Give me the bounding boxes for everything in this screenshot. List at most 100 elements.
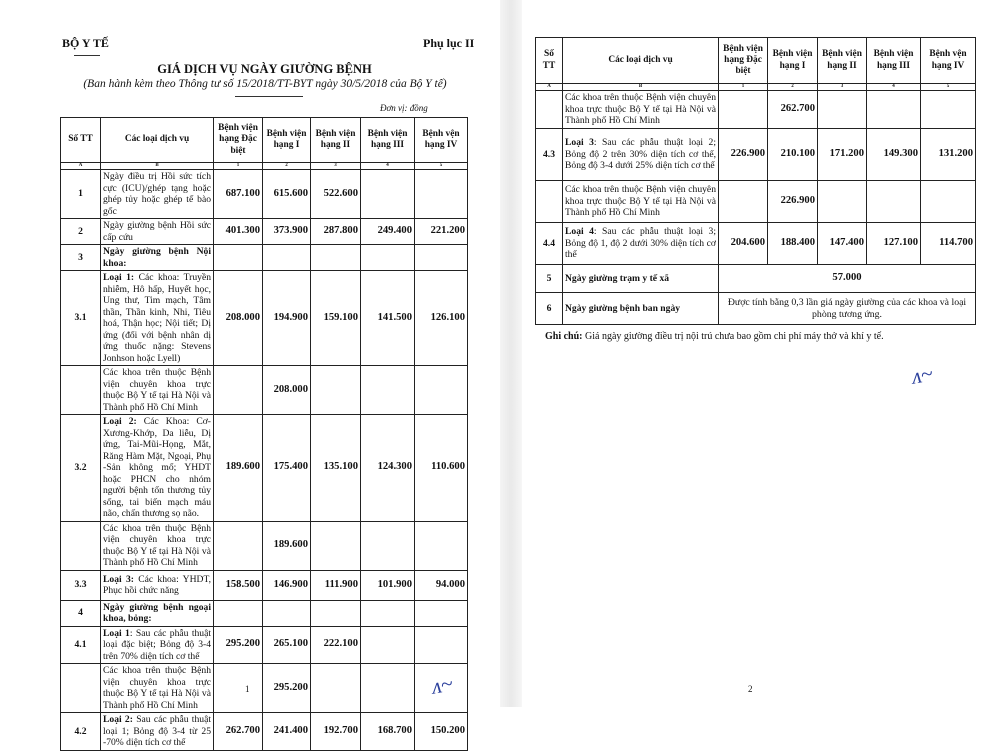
footnote-label: Ghi chú: (545, 331, 583, 342)
row-number: 4.1 (60, 625, 101, 664)
price-cell (360, 663, 415, 713)
price-cell: 287.800 (310, 218, 361, 245)
table-row: 4.4 Loại 4: Sau các phẫu thuật loại 3; Bỏ… (535, 222, 976, 265)
service-description: : Sau các phẫu thuật loại 3; Bỏng độ 1, … (565, 226, 716, 261)
price-cell: 241.400 (262, 712, 311, 751)
merged-price: 57.000 (718, 264, 976, 293)
service-description: : Sau các phẫu thuật loại 2; Bỏng độ 2 t… (565, 137, 716, 172)
price-cell (414, 244, 468, 271)
row-number (60, 365, 101, 415)
footnote-text: Giá ngày giường điều trị nội trú chưa ba… (582, 331, 884, 342)
price-cell (360, 169, 415, 219)
table-row: 3.1 Loại 1: Các khoa: Truyền nhiễm, Hô hấ… (60, 270, 468, 366)
table-header-row: Số TT Các loại dịch vụ Bệnh viện hạng Đặc … (60, 117, 468, 163)
column-code: A (535, 83, 563, 91)
price-cell: 159.100 (310, 270, 361, 366)
column-code: 1 (718, 83, 768, 91)
service-name: Loại 1: Sau các phẫu thuật loại đặc biệt… (100, 625, 214, 664)
service-name: Loại 3: Các khoa: YHDT, Phục hồi chức nă… (100, 569, 214, 601)
service-name: Loại 4: Sau các phẫu thuật loại 3; Bỏng … (562, 222, 719, 265)
price-cell (213, 365, 263, 415)
organization-name: BỘ Y TẾ (62, 36, 109, 50)
price-cell: 265.100 (262, 625, 311, 664)
column-header: Bệnh viện hạng Đặc biệt (213, 117, 263, 163)
table-row: 3 Ngày giường bệnh Nội khoa: (60, 244, 468, 271)
column-header: Bệnh vện hạng IV (414, 117, 468, 163)
price-cell (213, 663, 263, 713)
price-cell (817, 90, 867, 129)
column-header: Các loại dịch vụ (100, 117, 214, 163)
price-cell: 131.200 (920, 128, 976, 181)
service-description: Các khoa trên thuộc Bệnh viện chuyên kho… (565, 92, 716, 127)
price-cell: 111.900 (310, 569, 361, 601)
price-cell (360, 244, 415, 271)
column-header: Các loại dịch vụ (562, 37, 719, 84)
table-row: 4.1 Loại 1: Sau các phẫu thuật loại đặc b… (60, 625, 468, 664)
price-cell (920, 90, 976, 129)
page-number: 1 (245, 684, 250, 694)
price-cell: 295.200 (262, 663, 311, 713)
service-category: Loại 1: (103, 272, 135, 283)
price-cell (310, 663, 361, 713)
service-name: Các khoa trên thuộc Bệnh viện chuyên kho… (100, 663, 214, 713)
price-cell: 171.200 (817, 128, 867, 181)
signature-initial: ᴧ~ (429, 670, 455, 699)
page-gutter (500, 0, 522, 707)
row-number (60, 520, 101, 571)
service-name: Các khoa trên thuộc Bệnh viện chuyên kho… (562, 90, 719, 129)
price-cell: 226.900 (718, 128, 768, 181)
price-table-page-1: Số TT Các loại dịch vụ Bệnh viện hạng Đặc … (60, 117, 468, 751)
service-description: Các khoa: Truyền nhiễm, Hô hấp, Huyết họ… (103, 272, 211, 364)
table-row: Các khoa trên thuộc Bệnh viện chuyên kho… (60, 365, 468, 415)
row-number: 4.3 (535, 128, 563, 181)
price-cell: 208.000 (262, 365, 311, 415)
service-name: Các khoa trên thuộc Bệnh viện chuyên kho… (562, 180, 719, 223)
price-cell: 522.600 (310, 169, 361, 219)
table-row: 5 Ngày giường trạm y tế xã 57.000 (535, 264, 976, 293)
price-cell: 221.200 (414, 218, 468, 245)
row-number: 1 (60, 169, 101, 219)
price-cell: 124.300 (360, 414, 415, 522)
service-name: Ngày điều trị Hồi sức tích cực (ICU)/ghé… (100, 169, 214, 219)
column-code: 5 (414, 162, 468, 170)
price-cell: 158.500 (213, 569, 263, 601)
table-row: 3.3 Loại 3: Các khoa: YHDT, Phục hồi chức… (60, 569, 468, 601)
service-description: Các Khoa: Cơ-Xương-Khớp, Da liễu, Dị ứng… (103, 416, 211, 519)
table-row: 6 Ngày giường bệnh ban ngày Được tính bằng… (535, 292, 976, 325)
service-description: Các khoa trên thuộc Bệnh viện chuyên kho… (103, 665, 211, 711)
price-cell: 126.100 (414, 270, 468, 366)
row-number: 5 (535, 264, 563, 293)
price-cell: 204.600 (718, 222, 768, 265)
row-number: 4.2 (60, 712, 101, 751)
service-category: Loại 2: (103, 714, 133, 725)
service-description: Các khoa trên thuộc Bệnh viện chuyên kho… (565, 184, 716, 219)
footnote: Ghi chú: Giá ngày giường điều trị nội tr… (545, 331, 884, 342)
service-name: Ngày giường bệnh Nội khoa: (100, 244, 214, 271)
price-cell (414, 365, 468, 415)
table-row: Các khoa trên thuộc Bệnh viện chuyên kho… (60, 520, 468, 571)
column-code: 1 (213, 162, 263, 170)
price-cell (414, 663, 468, 713)
service-category: Loại 1 (103, 627, 130, 639)
price-cell: 175.400 (262, 414, 311, 522)
document-title: GIÁ DỊCH VỤ NGÀY GIƯỜNG BỆNH (157, 62, 372, 76)
row-number: 3.3 (60, 569, 101, 601)
service-category: Loại 3: (103, 573, 134, 585)
column-code: A (60, 162, 101, 170)
price-cell: 189.600 (213, 414, 263, 522)
column-code: 2 (767, 83, 818, 91)
column-header: Bệnh vện hạng IV (920, 37, 976, 84)
column-header: Bệnh viện hạng Đặc biệt (718, 37, 768, 84)
service-category: Ngày giường bệnh Nội khoa: (103, 246, 211, 269)
column-code: 5 (920, 83, 976, 91)
row-number: 6 (535, 292, 563, 325)
price-cell: 188.400 (767, 222, 818, 265)
price-cell (414, 169, 468, 219)
price-cell (310, 244, 361, 271)
row-number (535, 90, 563, 129)
page-number: 2 (748, 684, 753, 694)
column-header: Bệnh viện hạng III (866, 37, 921, 84)
price-cell (213, 599, 263, 627)
price-cell: 210.100 (767, 128, 818, 181)
price-cell: 295.200 (213, 625, 263, 664)
